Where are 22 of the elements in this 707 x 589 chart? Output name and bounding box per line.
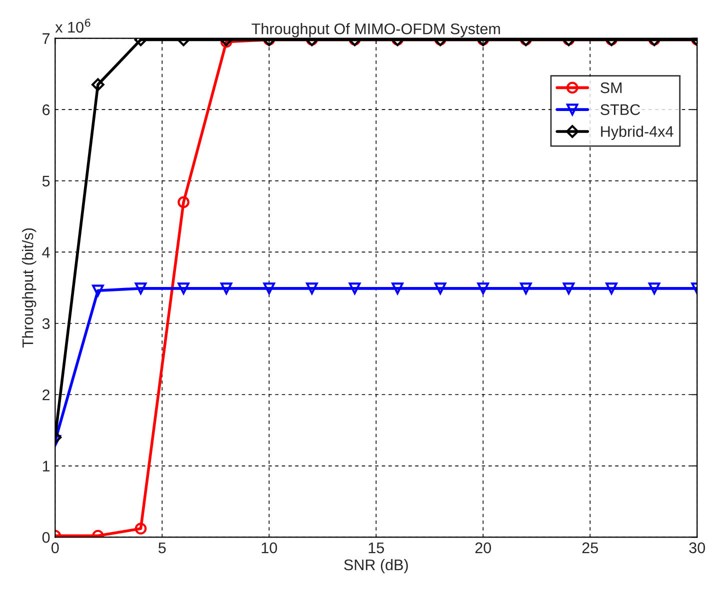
x-tick-label: 5: [158, 542, 166, 554]
y-axis-title: Throughput (bit/s): [22, 228, 36, 348]
x-axis-title: SNR (dB): [344, 559, 408, 574]
y-tick-label: 5: [42, 176, 50, 187]
y-tick-label: 3: [42, 318, 50, 330]
legend-label: Hybrid-4x4: [601, 126, 674, 140]
text: x 10$^{6}$: [55, 18, 90, 33]
x-tick-label: 10: [262, 542, 278, 554]
legend-label: STBC: [600, 104, 640, 116]
y-tick-label: 1: [42, 460, 50, 472]
y-tick-label: 4: [42, 247, 50, 258]
x-tick-label: 0: [51, 542, 59, 554]
y-tick-label: 0: [42, 532, 50, 543]
y-tick-label: 6: [42, 104, 50, 116]
x-tick-label: 30: [689, 542, 705, 554]
legend-label: SM: [600, 82, 622, 94]
y-tick-label: 2: [42, 390, 50, 400]
x-tick-label: 15: [368, 542, 384, 554]
y-tick-label: 7: [42, 33, 50, 44]
x-tick-label: 20: [475, 542, 492, 554]
x-tick-label: 25: [582, 542, 598, 554]
chart-title: Throughput Of MIMO-OFDM System: [252, 23, 500, 38]
